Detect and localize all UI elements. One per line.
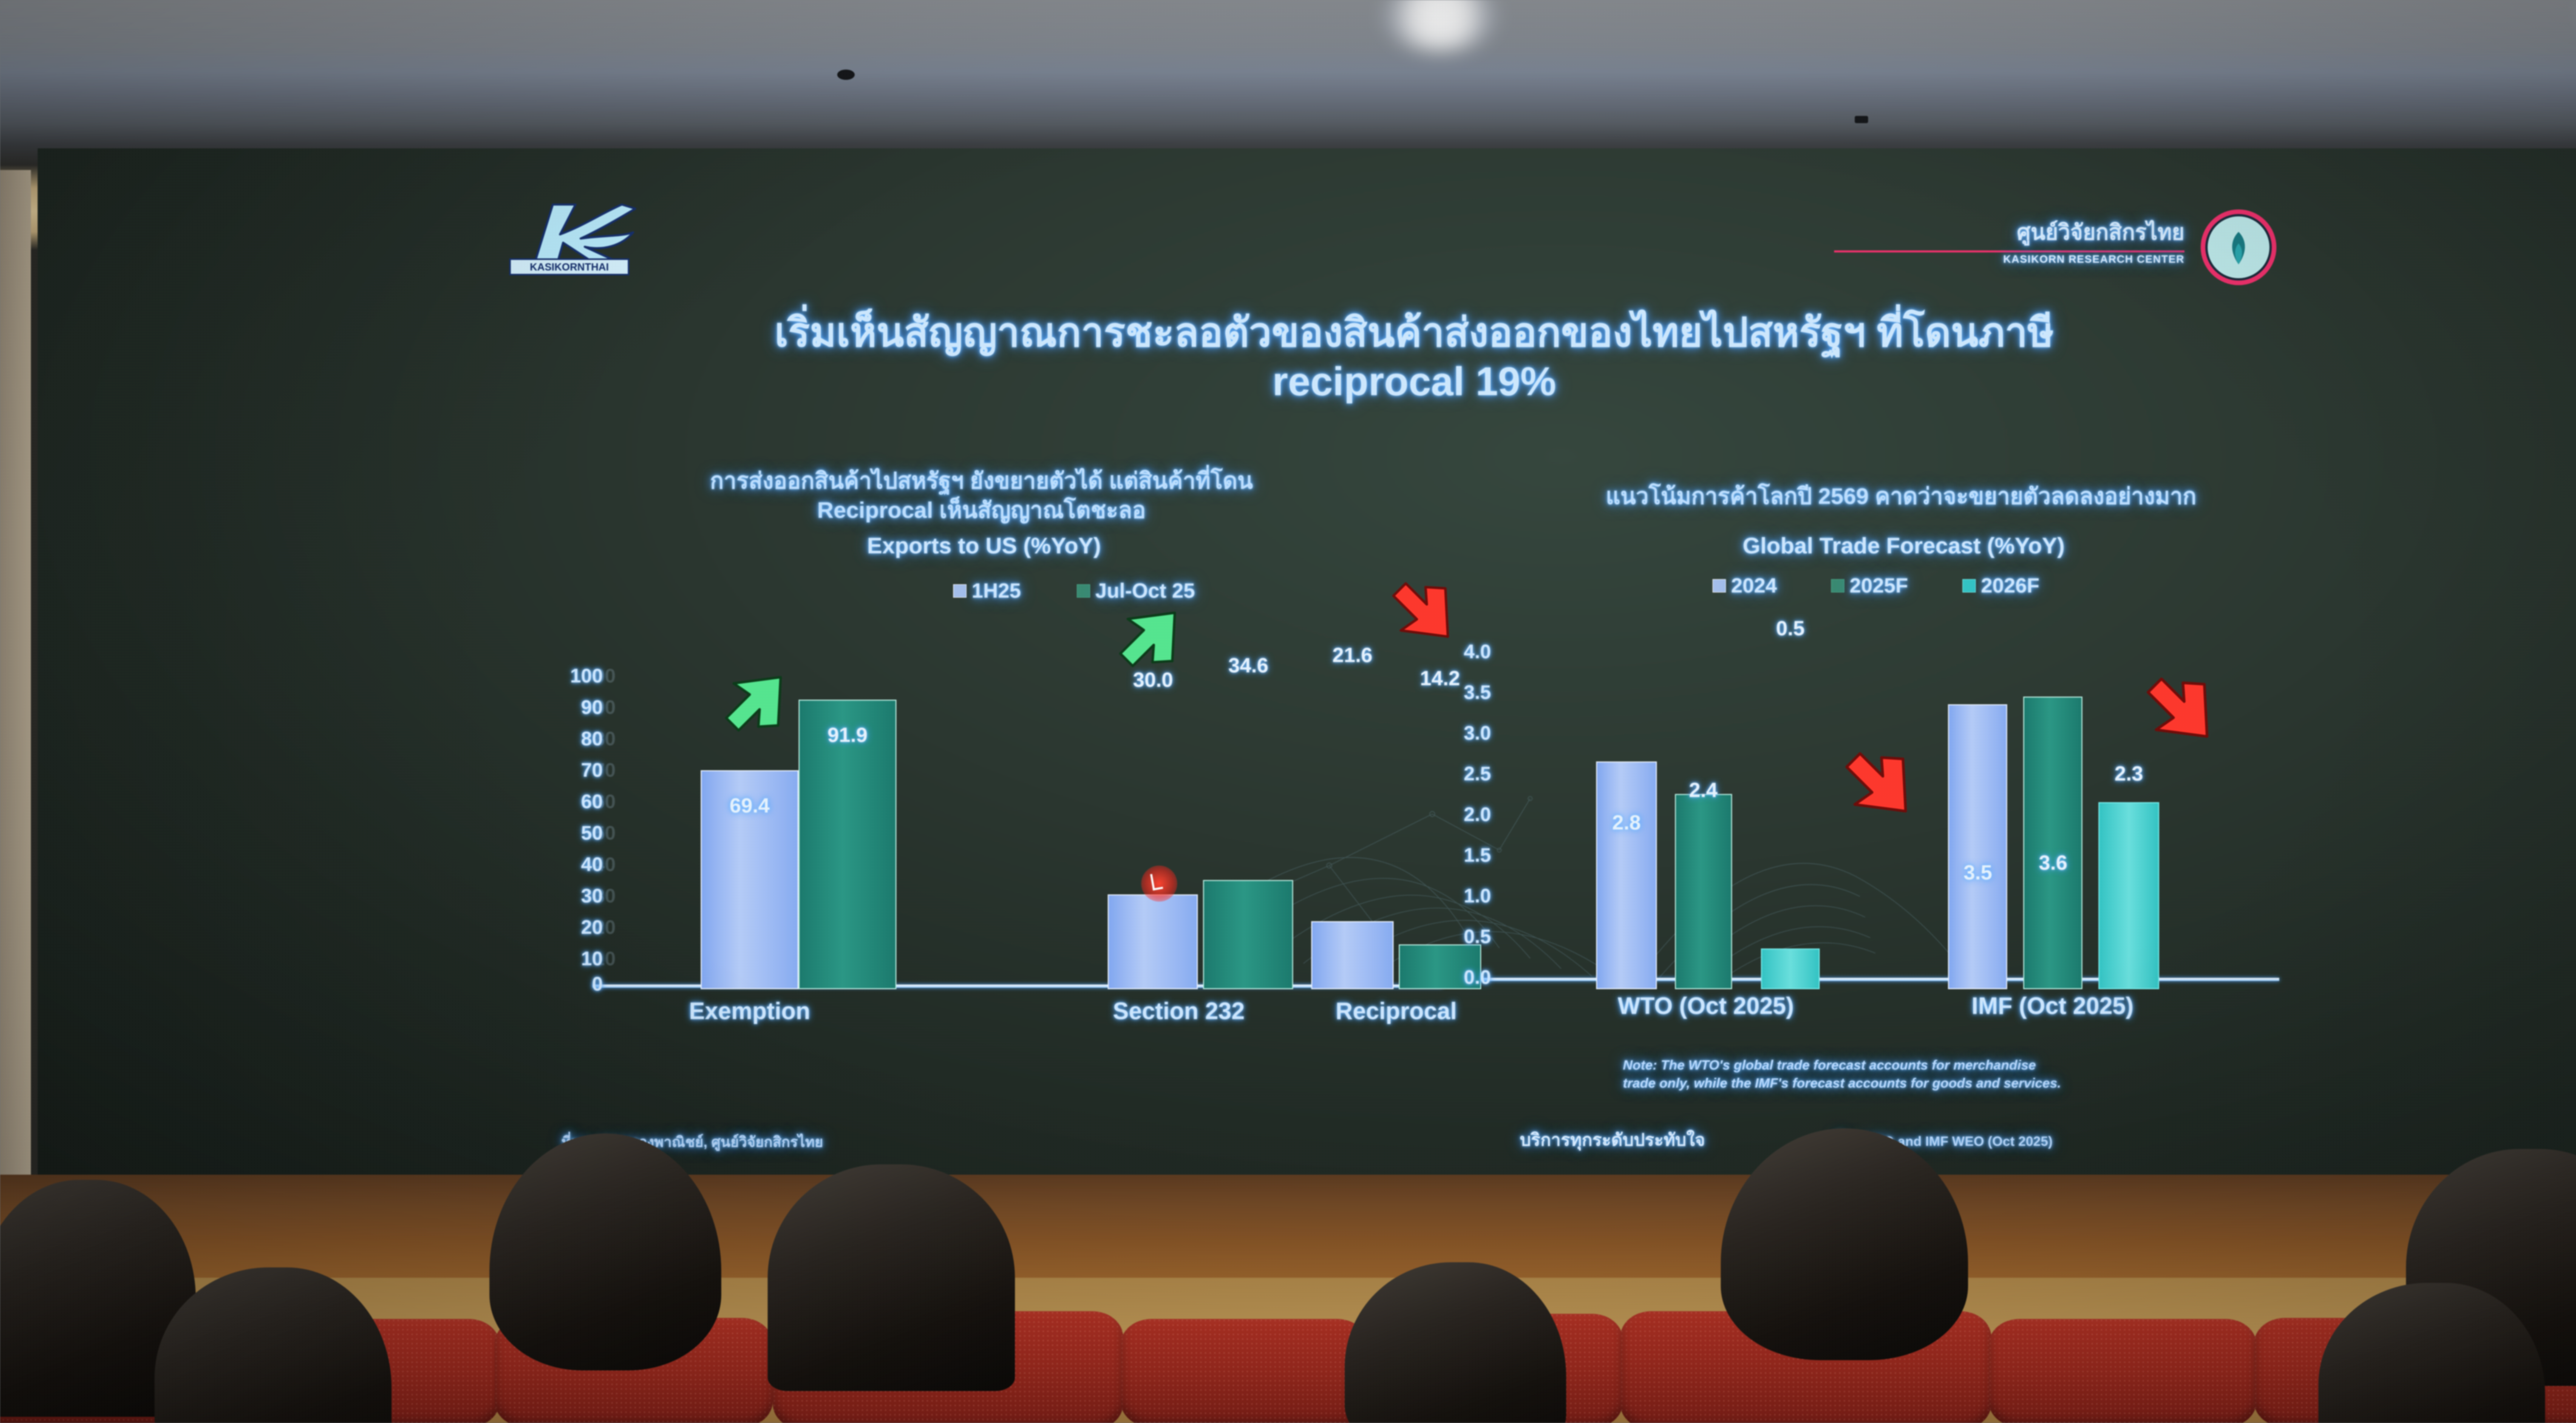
svg-text:KASIKORNTHAI: KASIKORNTHAI bbox=[530, 262, 608, 273]
